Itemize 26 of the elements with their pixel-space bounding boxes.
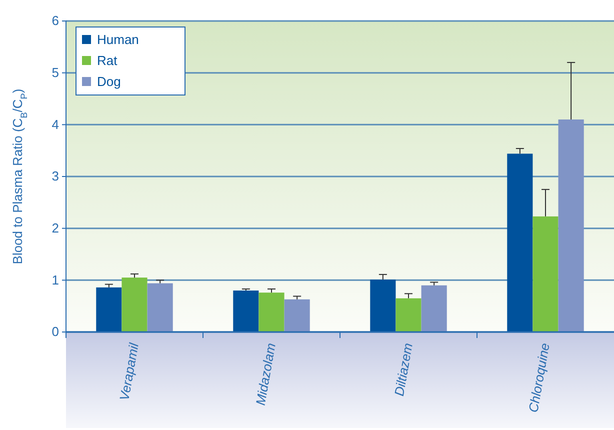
bar [532,216,558,332]
bar [396,298,422,332]
bar [233,290,259,332]
y-tick-label: 0 [52,324,59,340]
bar [507,154,533,332]
bar [284,299,310,332]
y-tick-label: 6 [52,13,59,28]
legend-label: Rat [97,53,118,68]
bar [558,119,584,332]
legend-label: Human [97,32,139,47]
bar [122,278,148,332]
x-tick-label: Chloroquine [526,342,552,414]
y-tick-label: 2 [52,220,59,236]
legend-label: Dog [97,74,121,89]
y-tick-label: 5 [52,64,59,80]
x-tick-label: Midazolam [252,342,278,406]
bar [96,287,122,332]
y-tick-label: 4 [52,116,59,132]
bar [147,283,173,332]
x-tick-label: Verapamil [116,340,142,402]
bar [421,285,447,332]
y-tick-label: 3 [52,168,59,184]
y-tick-label: 1 [52,272,59,288]
bar [370,280,396,332]
x-tick-label: Diltiazem [391,342,416,398]
bar [258,292,284,332]
